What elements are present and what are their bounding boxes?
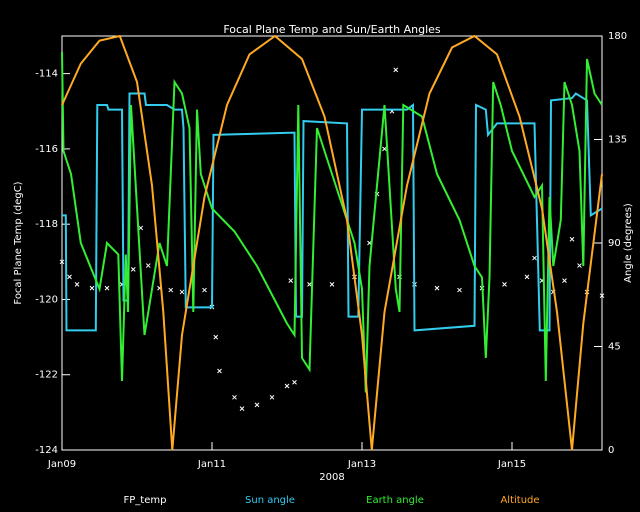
legend-entry: Earth angle [366,495,424,506]
data-point [179,289,185,295]
data-point [382,146,387,152]
legend-entry: Sun angle [245,495,295,506]
y-tick-label: -120 [35,294,58,305]
legend-entry: Altitude [500,495,539,506]
data-point [239,406,245,411]
series-line [61,52,603,393]
y-axis-label: Focal Plane Temp (degC) [13,181,24,304]
y2-tick-label: 45 [608,342,621,353]
data-point [562,278,567,283]
data-point [145,263,151,268]
chart-title: Focal Plane Temp and Sun/Earth Angles [223,23,441,36]
data-point [59,259,65,265]
data-point [217,368,222,374]
data-point [577,263,582,268]
data-point [67,274,72,280]
data-point [202,287,207,293]
x-tick-label: Jan09 [47,459,76,470]
data-point [569,236,575,242]
data-point [89,285,95,291]
data-point [254,402,260,408]
data-point [393,67,399,73]
data-point [524,274,530,280]
y2-axis-label: Angle (degrees) [623,203,634,283]
data-point [269,394,275,400]
data-point [168,287,174,293]
y-tick-label: -122 [35,370,58,381]
data-point [284,383,290,389]
series-line [61,34,603,451]
data-point [599,293,605,299]
x-axis-label: 2008 [319,472,344,483]
x-tick-label: Jan13 [347,459,376,470]
x-tick-label: Jan11 [197,459,226,470]
y2-tick-label: 90 [608,238,621,249]
y-tick-label: -114 [35,69,58,80]
y2-tick-label: 135 [608,135,627,146]
data-point [457,287,462,293]
data-point [213,334,219,340]
data-point [130,266,136,272]
legend-entry: FP_temp [124,495,167,506]
plot-frame [61,35,603,451]
y2-tick-label: 180 [608,31,627,42]
data-point [138,225,144,231]
data-point [288,278,294,283]
data-point [232,394,237,400]
y-tick-label: -124 [35,445,58,456]
data-point [292,379,297,385]
data-point [532,255,537,261]
data-point [329,282,335,287]
y-tick-label: -118 [35,219,58,230]
data-point [104,285,110,291]
data-point [502,282,507,287]
y2-tick-label: 0 [608,445,614,456]
data-point [74,282,80,287]
data-point [307,282,312,287]
data-point [434,285,440,291]
y-tick-label: -116 [35,144,58,155]
x-tick-label: Jan15 [497,459,526,470]
